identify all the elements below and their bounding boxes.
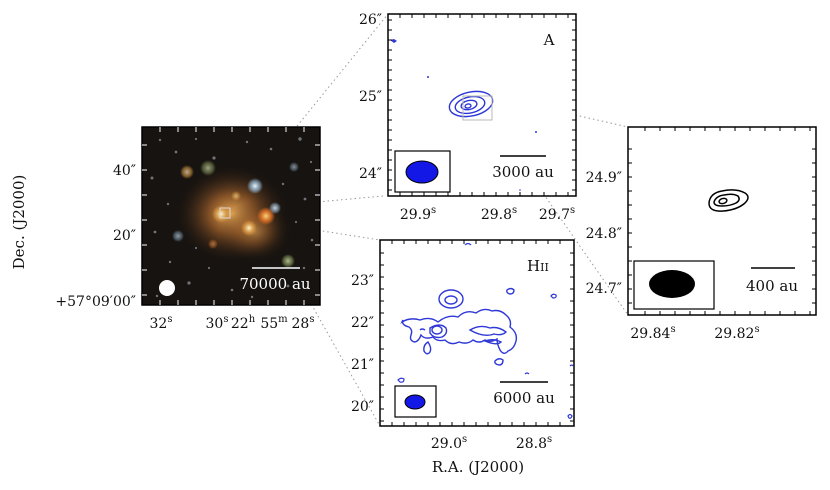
- panel-a: A 3000 au 26″ 25″ 24″ 29.9s 29.8s 29.7s: [359, 12, 577, 223]
- panel-hii: HII 6000 au 23″ 22″ 21″ 20″ 29.0s 28.8s: [351, 239, 575, 452]
- panel-zoom-beam: [649, 270, 695, 298]
- panel-a-scalebar-label: 3000 au: [492, 163, 554, 181]
- x-axis-label: R.A. (J2000): [432, 458, 524, 476]
- panel-zoom-ytick-3: 24.7″: [586, 281, 622, 297]
- panel-a-label: A: [543, 31, 555, 49]
- panel-hii-label: HII: [527, 257, 549, 275]
- panel-zoom-frame: [627, 126, 817, 316]
- panel-hii-ytick-4: 20″: [351, 399, 374, 415]
- panel-hii-ytick-1: 23″: [351, 273, 374, 289]
- optical-beam: [159, 280, 175, 296]
- panel-hii-beam: [404, 394, 426, 410]
- panel-a-ytick-2: 25″: [359, 89, 382, 105]
- panel-a-ytick-1: 26″: [359, 12, 382, 28]
- optical-xtick-label-2: 30s: [206, 314, 229, 332]
- a-xtick-label-3: 29.7s: [539, 205, 575, 223]
- optical-xtick-label-1: 32s: [150, 314, 173, 332]
- panel-hii-contours: [400, 287, 518, 366]
- panel-zoom-ytick-1: 24.9″: [586, 170, 622, 186]
- panel-a-frame: [387, 13, 577, 197]
- a-xtick-label-2: 29.8s: [481, 205, 517, 223]
- panel-a-contours: [448, 90, 494, 118]
- optical-scalebar-label: 70000 au: [239, 275, 310, 293]
- panel-a-beam: [405, 160, 439, 184]
- optical-xtick-labels: 32s 30s 22h 55m 28s: [150, 314, 315, 332]
- optical-xtick-label-5: 28s: [292, 314, 315, 332]
- hii-xtick-label-1: 29.0s: [431, 434, 467, 452]
- panel-hii-ytick-2: 22″: [351, 315, 374, 331]
- zoom-xtick-label-1: 29.84s: [630, 324, 675, 342]
- panel-hii-ytick-3: 21″: [351, 357, 374, 373]
- optical-ytick-1: 40″: [113, 163, 136, 179]
- optical-ytick-3: +57°09′00″: [55, 294, 136, 310]
- optical-ytick-2: 20″: [113, 228, 136, 244]
- panel-zoom-xtick-labels: 29.84s 29.82s: [630, 324, 759, 342]
- optical-xtick-label-4: 55m: [260, 314, 288, 332]
- panel-hii-scalebar-label: 6000 au: [493, 389, 555, 407]
- panel-hii-xtick-labels: 29.0s 28.8s: [431, 434, 552, 452]
- panel-zoom-scalebar-label: 400 au: [746, 277, 798, 295]
- zoom-region-box: [462, 95, 493, 121]
- a-xtick-label-1: 29.9s: [400, 205, 436, 223]
- panel-zoom-ytick-2: 24.8″: [586, 226, 622, 242]
- optical-frame: [141, 126, 321, 306]
- panel-a-ytick-3: 24″: [359, 166, 382, 182]
- region-a-marker: [219, 207, 231, 219]
- optical-image: [150, 137, 314, 299]
- hii-xtick-label-2: 28.8s: [516, 434, 552, 452]
- zoom-xtick-label-2: 29.82s: [714, 324, 759, 342]
- y-axis-label: Dec. (J2000): [10, 175, 28, 270]
- optical-xtick-label-3: 22h: [231, 314, 256, 332]
- panel-zoom: 400 au 24.9″ 24.8″ 24.7″ 29.84s 29.82s: [586, 126, 817, 342]
- optical-panel: 70000 au 40″ 20″ +57°09′00″ 32s 30s 22h 55m…: [55, 126, 321, 332]
- panel-hii-frame: [379, 239, 575, 427]
- panel-zoom-contours: [708, 189, 749, 212]
- panel-a-xtick-labels: 29.9s 29.8s 29.7s: [400, 205, 575, 223]
